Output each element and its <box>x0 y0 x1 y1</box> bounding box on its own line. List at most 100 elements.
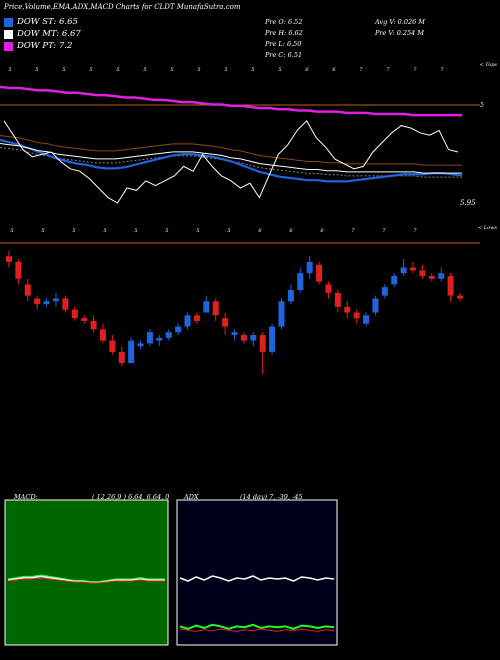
candle-body <box>109 340 116 352</box>
tops-label: < Tops <box>479 62 497 68</box>
low-marker: 7 <box>382 228 386 234</box>
top-marker: 5 <box>143 67 146 73</box>
low-marker: 5 <box>103 228 106 234</box>
macd-label: MACD: <box>14 493 38 501</box>
candle-body <box>81 318 88 321</box>
top-marker: 5 <box>224 67 227 73</box>
candle-body <box>278 301 285 327</box>
stat-pre-volume: Pre V: 0.254 M <box>375 29 425 37</box>
right-axis-label: 5 <box>480 102 484 109</box>
candle-body <box>457 295 463 299</box>
candle-body <box>438 273 445 279</box>
candle-body <box>156 337 163 341</box>
candle-body <box>231 332 238 335</box>
adx-minus-di-line <box>179 628 335 632</box>
candle-body <box>90 320 97 330</box>
legend-label: DOW MT: 6.67 <box>17 29 81 39</box>
legend-swatch <box>4 17 13 27</box>
low-marker: 5 <box>227 228 230 234</box>
series-dow-mt <box>0 143 462 174</box>
adx-params: (14 day) 7, -39, -45 <box>240 493 303 501</box>
top-marker: 5 <box>62 67 65 73</box>
candle-body <box>184 315 191 327</box>
candle-body <box>212 301 219 316</box>
chart-title: Price,Volume,EMA,ADX,MACD Charts for CLD… <box>4 3 241 11</box>
last-price-label: 5.95 <box>460 199 476 207</box>
adx-panel <box>176 499 338 646</box>
macd-signal-line <box>7 577 165 584</box>
top-marker: 5 <box>116 67 119 73</box>
macd-line <box>7 575 165 584</box>
low-marker: 5 <box>134 228 137 234</box>
candle-body <box>6 256 12 262</box>
legend-label: DOW ST: 6.65 <box>17 17 78 27</box>
candle-body <box>419 270 426 276</box>
candle-body <box>62 298 69 310</box>
top-marker: 6 <box>332 67 336 73</box>
ema-line-orange <box>0 135 462 166</box>
candle-body <box>137 343 144 347</box>
top-marker: 7 <box>413 67 417 73</box>
stat-close: Pre C: 6.51 <box>265 51 303 59</box>
candle-body <box>15 261 22 279</box>
candle-body <box>128 340 135 364</box>
candle-body <box>297 273 304 290</box>
top-marker: 5 <box>278 67 281 73</box>
candle-body <box>24 284 31 296</box>
candle-body <box>99 329 106 341</box>
series-dow-pt <box>0 85 462 117</box>
low-marker: 6 <box>320 228 324 234</box>
candle-body <box>259 335 266 352</box>
low-marker: 6 <box>289 228 293 234</box>
candle-body <box>372 298 379 313</box>
candle-body <box>146 332 153 344</box>
candle-body <box>71 309 78 319</box>
candle-body <box>287 290 294 302</box>
candle-body <box>391 275 398 285</box>
stat-low: Pre L: 6.50 <box>265 40 302 48</box>
low-marker: 5 <box>41 228 44 234</box>
low-marker: 5 <box>72 228 75 234</box>
low-marker: 7 <box>351 228 355 234</box>
candle-body <box>118 351 125 364</box>
top-marker: 5 <box>89 67 92 73</box>
candle-body <box>165 332 172 338</box>
top-marker: 6 <box>305 67 309 73</box>
candle-body <box>316 264 323 282</box>
macd-params: ( 12,26,9 ) 6.64, 6.64, 0 <box>92 493 170 501</box>
candle-body <box>334 292 341 307</box>
stat-high: Pre H: 6.62 <box>265 29 303 37</box>
top-marker: 7 <box>359 67 363 73</box>
candle-body <box>381 287 388 296</box>
series-dow-st <box>0 138 463 183</box>
legend-item: DOW MT: 6.67 <box>4 28 81 40</box>
candle-body <box>193 315 200 321</box>
top-marker: 7 <box>440 67 444 73</box>
low-marker: 6 <box>258 228 262 234</box>
low-marker: 5 <box>196 228 199 234</box>
candle-body <box>353 312 360 319</box>
stat-open: Pre O: 6.52 <box>265 18 303 26</box>
stat-avg-volume: Avg V: 0.026 M <box>375 18 425 26</box>
candle-body <box>250 335 257 341</box>
low-marker: 5 <box>165 228 168 234</box>
price-line <box>3 119 459 204</box>
candle-body <box>203 301 210 313</box>
candle-body <box>269 326 276 352</box>
top-marker: 7 <box>386 67 390 73</box>
low-marker: 7 <box>413 228 417 234</box>
top-marker: 5 <box>251 67 254 73</box>
candle-body <box>240 335 247 341</box>
legend-item: DOW ST: 6.65 <box>4 16 78 28</box>
legend-item: DOW PT: 7.2 <box>4 40 72 52</box>
candle-body <box>344 306 351 313</box>
candle-body <box>410 267 417 271</box>
candle-body <box>43 301 50 305</box>
top-marker: 5 <box>35 67 38 73</box>
legend-label: DOW PT: 7.2 <box>17 41 73 51</box>
candle-body <box>34 298 41 305</box>
top-marker: 5 <box>197 67 200 73</box>
candle-body <box>400 267 407 274</box>
legend-swatch <box>4 29 13 39</box>
macd-histogram-line <box>7 574 165 583</box>
